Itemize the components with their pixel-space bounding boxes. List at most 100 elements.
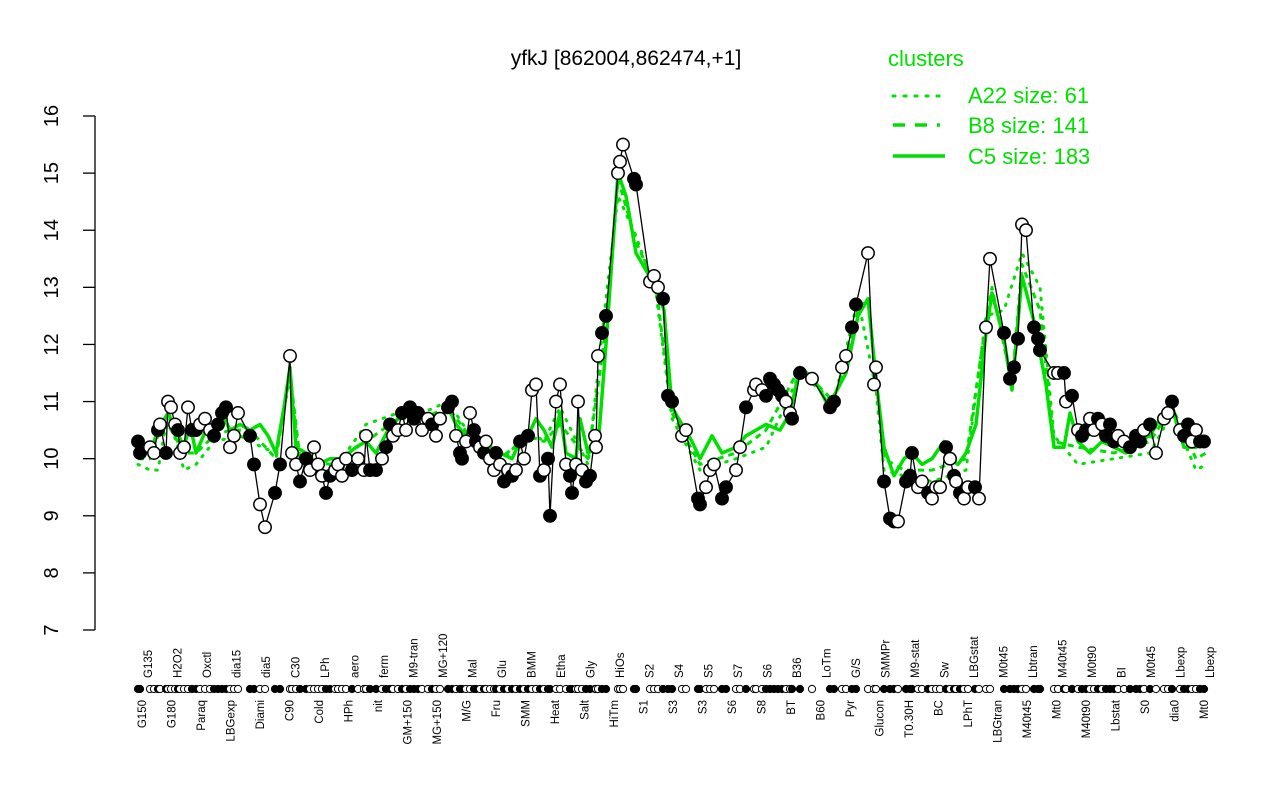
sample-point-open — [699, 480, 713, 495]
x-tick-label-bottom: LPhT — [963, 700, 975, 728]
rug-marker — [135, 684, 145, 694]
x-tick-label-bottom: T0.30H — [904, 700, 916, 738]
x-tick-label-top: Lbexp — [1205, 647, 1217, 678]
sample-point-filled — [827, 394, 841, 409]
x-tick-label-top: Gly — [586, 661, 598, 679]
sample-point-open — [429, 428, 443, 443]
sample-point-filled — [1033, 343, 1047, 358]
x-tick-label-bottom: Mt0 — [1052, 700, 1064, 719]
rug-marker — [807, 684, 817, 694]
rug-marker — [435, 684, 445, 694]
sample-point-filled — [171, 423, 185, 438]
sample-point-open — [679, 423, 693, 438]
rug-marker — [667, 684, 677, 694]
sample-point-open — [181, 400, 195, 415]
x-tick-label-top: LoTm — [822, 649, 834, 678]
sample-point-filled — [1011, 331, 1025, 346]
sample-point-filled — [793, 366, 807, 380]
x-tick-label-bottom: S0 — [1140, 700, 1152, 714]
sample-point-open — [198, 411, 212, 426]
sample-point-filled — [715, 491, 729, 506]
sample-point-open — [177, 440, 191, 455]
x-tick-label-top: HiOs — [615, 652, 627, 678]
x-tick-label-bottom: Salt — [580, 699, 592, 720]
sample-point-open — [589, 440, 603, 455]
sample-point-filled — [595, 326, 609, 340]
rug-marker — [974, 684, 984, 694]
x-tick-label-bottom: Diami — [255, 700, 267, 729]
sample-point-filled — [939, 440, 953, 455]
x-tick-label-top: S5 — [704, 664, 716, 678]
x-tick-label-top: C30 — [291, 657, 303, 678]
sample-point-open — [223, 440, 237, 455]
x-tick-label-bottom: BT — [786, 700, 798, 715]
x-tick-label-bottom: Fru — [491, 700, 503, 717]
cluster-lines — [136, 171, 1208, 483]
rug-marker — [631, 684, 641, 694]
sample-point-open — [529, 377, 543, 392]
sample-point-filled — [207, 428, 221, 443]
sample-point-filled — [455, 451, 469, 466]
sample-point-open — [651, 280, 665, 295]
x-tick-label-bottom: M40t45 — [1022, 700, 1034, 738]
sample-point-open — [153, 417, 167, 432]
x-tick-label-top: S4 — [674, 663, 686, 678]
sample-point-filled — [739, 400, 753, 415]
sample-point-filled — [1197, 434, 1211, 449]
sample-points — [131, 137, 1211, 535]
rug-marker — [260, 684, 270, 694]
x-tick-label-bottom: MG+150 — [432, 700, 444, 744]
sample-point-open — [779, 394, 793, 409]
x-tick-label-top: MG+120 — [438, 634, 450, 678]
sample-point-filled — [665, 394, 679, 409]
rug-marker — [275, 684, 285, 694]
rug-marker — [1199, 684, 1209, 694]
sample-point-filled — [1065, 388, 1079, 403]
sample-point-open — [359, 428, 373, 443]
x-tick-label-bottom: B60 — [816, 700, 828, 720]
legend-title: clusters — [888, 46, 964, 71]
sample-point-filled — [131, 434, 145, 449]
rug-marker — [721, 684, 731, 694]
x-tick-label-top: S6 — [763, 664, 775, 678]
x-tick-label-bottom: nit — [373, 699, 385, 712]
cluster-line-dotted — [136, 194, 1208, 483]
sample-point-open — [616, 137, 630, 152]
x-tick-label-bottom: GM+150 — [403, 700, 415, 744]
rug-marker — [618, 684, 628, 694]
x-tick-label-top: LBGstat — [969, 636, 981, 678]
sample-point-filled — [997, 326, 1011, 340]
y-tick-label: 7 — [41, 624, 63, 635]
sample-point-filled — [968, 480, 982, 495]
sample-point-open — [591, 348, 605, 363]
x-tick-label-bottom: dia0 — [1170, 700, 1182, 722]
sample-point-open — [517, 451, 531, 466]
x-tick-label-top: M40t45 — [1058, 640, 1070, 678]
x-tick-label-bottom: G180 — [167, 700, 179, 728]
sample-point-open — [463, 406, 477, 420]
x-tick-label-bottom: S8 — [757, 700, 769, 714]
sample-point-filled — [1103, 417, 1117, 432]
sample-point-filled — [785, 411, 799, 426]
sample-point-open — [869, 360, 883, 375]
sample-point-open — [861, 246, 875, 261]
legend-label: B8 size: 141 — [968, 113, 1089, 138]
rug-marker — [829, 684, 839, 694]
sample-point-filled — [293, 474, 307, 489]
sample-point-open — [147, 446, 161, 460]
x-tick-label-top: Lbtran — [1028, 645, 1040, 678]
sample-point-filled — [273, 457, 287, 472]
sample-point-open — [571, 394, 585, 409]
x-rug-markers — [133, 684, 1209, 694]
sample-point-open — [647, 268, 661, 283]
x-tick-label-bottom: SMM — [521, 700, 533, 727]
x-tick-label-top: Oxctl — [202, 652, 214, 678]
x-tick-label-top: Etha — [556, 654, 568, 678]
x-tick-label-bottom: LBGtran — [993, 700, 1005, 743]
x-tick-label-top: SMMPr — [881, 640, 893, 679]
sample-point-filled — [903, 468, 917, 483]
y-tick-label: 14 — [41, 219, 63, 241]
sample-point-open — [983, 251, 997, 266]
x-tick-label-bottom: S6 — [727, 700, 739, 714]
rug-marker — [787, 684, 797, 694]
